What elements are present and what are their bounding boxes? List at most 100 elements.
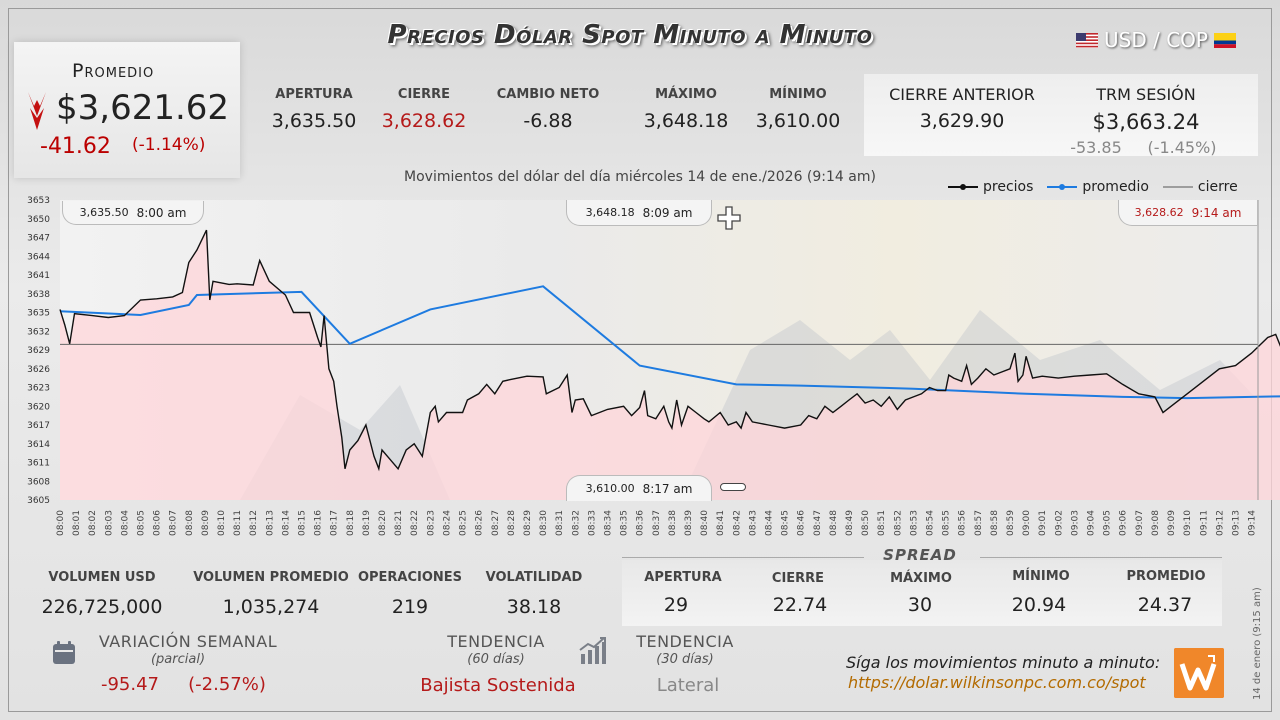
volumen-usd-value: 226,725,000 <box>41 596 163 618</box>
x-tick-label: 08:15 <box>298 510 308 536</box>
callout-close-time: 9:14 am <box>1191 205 1242 220</box>
promedio-panel: Promedio $3,621.62 -41.62 (-1.14%) <box>14 42 240 178</box>
x-axis: 08:00 08:01 08:02 08:03 08:04 08:05 08:06 08:07… <box>56 510 1258 536</box>
y-tick-label: 3653 <box>27 196 50 206</box>
x-tick-label: 08:57 <box>974 510 984 536</box>
price-chart[interactable]: 3653 3650 3647 3644 3641 3638 3635 3632 3629 3626… <box>0 0 1280 560</box>
legend-precios-label: precios <box>983 179 1034 195</box>
x-tick-label: 08:53 <box>909 510 919 536</box>
y-tick-label: 3635 <box>27 309 50 319</box>
wilkinson-logo-icon[interactable] <box>1174 648 1224 698</box>
footer-link[interactable]: https://dolar.wilkinsonpc.com.co/spot <box>848 673 1146 692</box>
x-tick-label: 08:37 <box>652 510 662 536</box>
y-tick-label: 3647 <box>27 234 50 244</box>
y-tick-label: 3620 <box>27 402 50 412</box>
legend-precios: precios <box>948 179 1033 195</box>
x-tick-label: 08:28 <box>507 510 517 536</box>
co-flag-icon <box>1213 32 1236 48</box>
x-tick-label: 09:02 <box>1054 510 1064 536</box>
spread-apertura-value: 29 <box>663 594 689 616</box>
spread-cierre-value: 22.74 <box>772 594 828 616</box>
apertura-label: APERTURA <box>275 87 353 102</box>
x-tick-label: 08:26 <box>475 510 485 536</box>
trm-change-pct: (-1.45%) <box>1147 138 1217 157</box>
volumen-usd-label: VOLUMEN USD <box>48 570 156 585</box>
x-tick-label: 08:59 <box>1006 510 1016 536</box>
callout-open: 3,635.50 8:00 am <box>62 201 204 225</box>
legend-promedio: promedio <box>1047 179 1149 195</box>
x-tick-label: 09:06 <box>1119 510 1129 536</box>
y-tick-label: 3614 <box>27 440 50 450</box>
x-tick-label: 08:02 <box>88 510 98 536</box>
y-axis: 3653 3650 3647 3644 3641 3638 3635 3632 3629 3626… <box>27 196 50 506</box>
callout-open-time: 8:00 am <box>136 205 187 220</box>
cambio-neto-value: -6.88 <box>523 110 573 132</box>
x-tick-label: 08:40 <box>700 510 710 536</box>
spread-promedio-label: PROMEDIO <box>1126 569 1206 584</box>
cambio-neto-label: CAMBIO NETO <box>496 87 600 102</box>
y-tick-label: 3617 <box>27 421 50 431</box>
tendencia60-label: TENDENCIA <box>447 632 545 651</box>
x-tick-label: 09:09 <box>1167 510 1177 536</box>
x-tick-label: 09:14 <box>1248 510 1258 536</box>
x-tick-label: 08:24 <box>442 510 452 536</box>
tendencia30-sub: (30 días) <box>656 652 714 667</box>
x-tick-label: 08:10 <box>217 510 227 536</box>
x-tick-label: 08:42 <box>732 510 742 536</box>
x-tick-label: 08:04 <box>120 510 130 536</box>
spread-promedio-value: 24.37 <box>1137 594 1193 616</box>
x-tick-label: 09:05 <box>1103 510 1113 536</box>
spread-minimo-value: 20.94 <box>1011 594 1067 616</box>
spread-apertura-label: APERTURA <box>644 570 722 585</box>
x-tick-label: 09:04 <box>1087 510 1097 536</box>
spread-title: SPREAD <box>883 546 957 564</box>
x-tick-label: 09:13 <box>1231 510 1241 536</box>
callout-max-time: 8:09 am <box>642 205 693 220</box>
x-tick-label: 08:34 <box>603 510 613 536</box>
series-precios <box>59 229 1280 472</box>
x-tick-label: 08:52 <box>893 510 903 536</box>
legend-cierre-label: cierre <box>1197 179 1238 195</box>
x-tick-label: 09:11 <box>1199 510 1209 536</box>
x-tick-label: 08:11 <box>233 510 243 536</box>
variacion-value: -95.47 <box>100 674 160 695</box>
x-tick-label: 08:51 <box>877 510 887 536</box>
x-tick-label: 08:30 <box>539 510 549 536</box>
callout-min-price: 3,610.00 <box>585 482 635 495</box>
y-tick-label: 3638 <box>27 290 50 300</box>
callout-open-price: 3,635.50 <box>79 206 129 219</box>
y-tick-label: 3632 <box>27 327 50 337</box>
x-tick-label: 08:44 <box>764 510 774 536</box>
x-tick-label: 08:12 <box>249 510 259 536</box>
x-tick-label: 08:07 <box>169 510 179 536</box>
y-tick-label: 3644 <box>27 252 50 262</box>
legend-cierre: cierre <box>1162 179 1238 195</box>
x-tick-label: 08:01 <box>72 510 82 536</box>
x-tick-label: 08:03 <box>104 510 114 536</box>
trm-value: $3,663.24 <box>1092 110 1200 134</box>
chart-legend: precios promedio cierre <box>948 179 1238 195</box>
spread-line-right <box>980 557 1222 558</box>
x-tick-label: 09:10 <box>1183 510 1193 536</box>
operaciones-value: 219 <box>391 596 429 618</box>
x-tick-label: 09:01 <box>1038 510 1048 536</box>
spread-line-left <box>622 557 864 558</box>
crosshair-icon[interactable] <box>716 205 742 231</box>
page-title: Precios Dólar Spot Minuto a Minuto <box>387 20 873 50</box>
vertical-date: 14 de enero (9:15 am) <box>1252 587 1263 700</box>
scroll-pill[interactable] <box>720 483 746 491</box>
x-tick-label: 08:20 <box>378 510 388 536</box>
y-tick-label: 3641 <box>27 271 50 281</box>
volatilidad-label: VOLATILIDAD <box>485 570 583 585</box>
promedio-change: -41.62 <box>40 134 111 159</box>
promedio-change-pct: (-1.14%) <box>132 135 206 155</box>
trm-change: -53.85 <box>1070 138 1122 157</box>
variacion-sub: (parcial) <box>150 652 206 667</box>
x-tick-label: 09:08 <box>1151 510 1161 536</box>
x-tick-label: 08:49 <box>845 510 855 536</box>
promedio-value: $3,621.62 <box>56 88 230 128</box>
callout-min: 3,610.00 8:17 am <box>566 475 712 501</box>
spread-maximo-value: 30 <box>907 594 933 616</box>
x-tick-label: 09:03 <box>1070 510 1080 536</box>
y-tick-label: 3605 <box>27 496 50 506</box>
